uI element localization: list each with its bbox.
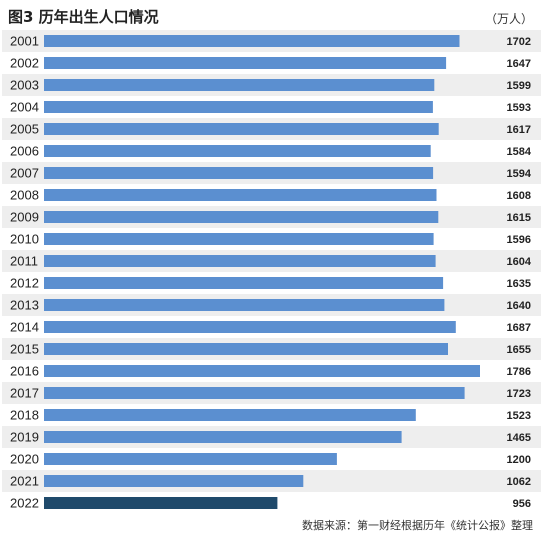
- bar-2004: [44, 101, 433, 113]
- value-label-2022: 956: [513, 498, 531, 510]
- category-label-2002: 2002: [10, 56, 39, 71]
- category-label-2003: 2003: [10, 78, 39, 93]
- category-label-2014: 2014: [10, 320, 39, 335]
- category-label-2008: 2008: [10, 188, 39, 203]
- bar-2019: [44, 431, 402, 443]
- category-label-2010: 2010: [10, 232, 39, 247]
- category-label-2005: 2005: [10, 122, 39, 137]
- bar-2010: [44, 233, 434, 245]
- value-label-2014: 1687: [507, 322, 531, 334]
- bar-2021: [44, 475, 304, 487]
- value-label-2018: 1523: [507, 410, 531, 422]
- bar-2001: [44, 35, 460, 47]
- value-label-2008: 1608: [507, 190, 531, 202]
- bar-2008: [44, 189, 437, 201]
- category-label-2013: 2013: [10, 298, 39, 313]
- value-label-2001: 1702: [507, 36, 531, 48]
- category-label-2012: 2012: [10, 276, 39, 291]
- value-label-2015: 1655: [507, 344, 531, 356]
- category-label-2009: 2009: [10, 210, 39, 225]
- bar-2012: [44, 277, 444, 289]
- bar-2014: [44, 321, 456, 333]
- value-label-2005: 1617: [507, 124, 531, 136]
- bar-2003: [44, 79, 435, 91]
- bar-2015: [44, 343, 448, 355]
- value-label-2016: 1786: [507, 366, 531, 378]
- category-label-2004: 2004: [10, 100, 39, 115]
- value-label-2007: 1594: [507, 168, 532, 180]
- bar-2011: [44, 255, 436, 267]
- value-label-2020: 1200: [507, 454, 531, 466]
- bar-2002: [44, 57, 447, 69]
- value-label-2009: 1615: [507, 212, 531, 224]
- category-label-2011: 2011: [10, 254, 38, 269]
- value-label-2011: 1604: [507, 256, 532, 268]
- category-label-2007: 2007: [10, 166, 39, 181]
- value-label-2004: 1593: [507, 102, 531, 114]
- value-label-2012: 1635: [507, 278, 531, 290]
- value-label-2013: 1640: [507, 300, 531, 312]
- category-label-2001: 2001: [10, 34, 39, 49]
- category-label-2021: 2021: [10, 474, 39, 489]
- category-label-2022: 2022: [10, 496, 39, 511]
- bar-2020: [44, 453, 337, 465]
- bar-2009: [44, 211, 439, 223]
- category-label-2020: 2020: [10, 452, 39, 467]
- chart-title: 图3 历年出生人口情况: [8, 8, 159, 26]
- category-label-2006: 2006: [10, 144, 39, 159]
- source-note: 数据来源：第一财经根据历年《统计公报》整理: [302, 519, 533, 532]
- category-label-2016: 2016: [10, 364, 39, 379]
- bar-2022: [44, 497, 278, 509]
- value-label-2019: 1465: [507, 432, 531, 444]
- bar-2017: [44, 387, 465, 399]
- bar-2007: [44, 167, 434, 179]
- bar-2016: [44, 365, 480, 377]
- value-label-2010: 1596: [507, 234, 531, 246]
- bar-2013: [44, 299, 445, 311]
- bar-2018: [44, 409, 416, 421]
- value-label-2017: 1723: [507, 388, 531, 400]
- category-label-2019: 2019: [10, 430, 39, 445]
- category-label-2018: 2018: [10, 408, 39, 423]
- value-label-2003: 1599: [507, 80, 531, 92]
- unit-label: （万人）: [484, 12, 533, 26]
- bar-2006: [44, 145, 431, 157]
- value-label-2006: 1584: [507, 146, 532, 158]
- category-label-2017: 2017: [10, 386, 39, 401]
- value-label-2002: 1647: [507, 58, 531, 70]
- value-label-2021: 1062: [507, 476, 531, 488]
- bar-2005: [44, 123, 439, 135]
- category-label-2015: 2015: [10, 342, 39, 357]
